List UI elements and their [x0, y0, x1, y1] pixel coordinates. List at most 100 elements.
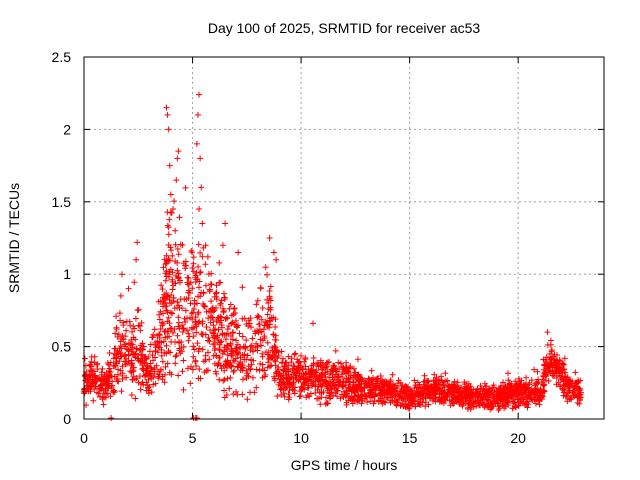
- data-point: [165, 314, 172, 321]
- data-point: [182, 318, 189, 325]
- data-point: [520, 391, 527, 398]
- data-point: [220, 309, 227, 316]
- data-point: [506, 384, 513, 391]
- data-point: [541, 388, 548, 395]
- data-point: [131, 279, 138, 286]
- data-point: [560, 361, 567, 368]
- data-point: [540, 387, 547, 394]
- data-point: [214, 332, 221, 339]
- data-point: [184, 274, 191, 281]
- data-point: [122, 351, 129, 358]
- data-point: [216, 279, 223, 286]
- data-point: [143, 355, 150, 362]
- data-point: [248, 324, 255, 331]
- data-point: [380, 383, 387, 390]
- data-point: [275, 352, 282, 359]
- data-point: [424, 390, 431, 397]
- data-point: [125, 346, 132, 353]
- data-point: [235, 350, 242, 357]
- data-point: [205, 315, 212, 322]
- data-point: [326, 395, 333, 402]
- data-point: [257, 328, 264, 335]
- data-point: [254, 312, 261, 319]
- data-point: [166, 333, 173, 340]
- data-point: [151, 326, 158, 333]
- data-point: [350, 384, 357, 391]
- data-point: [462, 395, 469, 402]
- data-point: [165, 293, 172, 300]
- data-point: [185, 294, 192, 301]
- data-point: [156, 311, 163, 318]
- data-point: [117, 338, 124, 345]
- data-point: [498, 395, 505, 402]
- data-point: [305, 384, 312, 391]
- data-point: [457, 396, 464, 403]
- data-point: [216, 319, 223, 326]
- data-point: [196, 345, 203, 352]
- data-point: [167, 325, 174, 332]
- data-point: [88, 368, 95, 375]
- data-point: [163, 273, 170, 280]
- data-point: [210, 341, 217, 348]
- data-point: [234, 341, 241, 348]
- data-point: [163, 290, 170, 297]
- data-point: [359, 397, 366, 404]
- data-point: [422, 399, 429, 406]
- data-point: [153, 362, 160, 369]
- data-point: [477, 385, 484, 392]
- data-point: [326, 390, 333, 397]
- data-point: [565, 380, 571, 387]
- data-point: [483, 383, 490, 390]
- data-point: [205, 308, 212, 315]
- data-point: [561, 378, 568, 385]
- data-point: [296, 376, 303, 383]
- data-point: [192, 358, 199, 365]
- data-point: [174, 267, 181, 274]
- data-point: [491, 397, 498, 404]
- data-point: [133, 375, 140, 382]
- data-point: [259, 337, 266, 344]
- data-point: [473, 403, 480, 410]
- data-point: [146, 348, 153, 355]
- data-point: [227, 340, 234, 347]
- data-point: [193, 323, 200, 330]
- data-point: [266, 235, 273, 241]
- data-point: [264, 322, 271, 329]
- data-point: [185, 287, 192, 294]
- data-point: [169, 278, 176, 285]
- data-point: [218, 297, 225, 304]
- data-point: [174, 299, 181, 306]
- data-point: [256, 320, 263, 327]
- data-point: [196, 366, 203, 373]
- data-point: [270, 249, 277, 256]
- data-point: [259, 361, 266, 368]
- data-point: [195, 241, 202, 248]
- data-point: [464, 406, 471, 413]
- data-point: [140, 366, 147, 373]
- data-point: [405, 390, 412, 397]
- data-point: [204, 367, 211, 374]
- data-point: [217, 300, 224, 307]
- data-point: [224, 364, 231, 371]
- data-point: [239, 391, 246, 398]
- data-point: [195, 309, 202, 316]
- data-point: [189, 285, 196, 292]
- data-point: [351, 369, 358, 376]
- data-point: [219, 330, 226, 337]
- data-point: [457, 388, 464, 395]
- data-point: [469, 400, 476, 407]
- data-point: [420, 390, 427, 397]
- data-point: [199, 346, 206, 353]
- data-point: [132, 315, 139, 322]
- data-point: [242, 344, 249, 351]
- data-point: [232, 355, 239, 362]
- y-tick-label: 2.5: [52, 49, 72, 65]
- data-point: [182, 184, 189, 191]
- data-point: [318, 382, 325, 389]
- data-point: [165, 347, 172, 354]
- data-point: [253, 366, 260, 373]
- data-point: [515, 396, 522, 403]
- data-point: [134, 239, 141, 246]
- data-point: [165, 328, 172, 335]
